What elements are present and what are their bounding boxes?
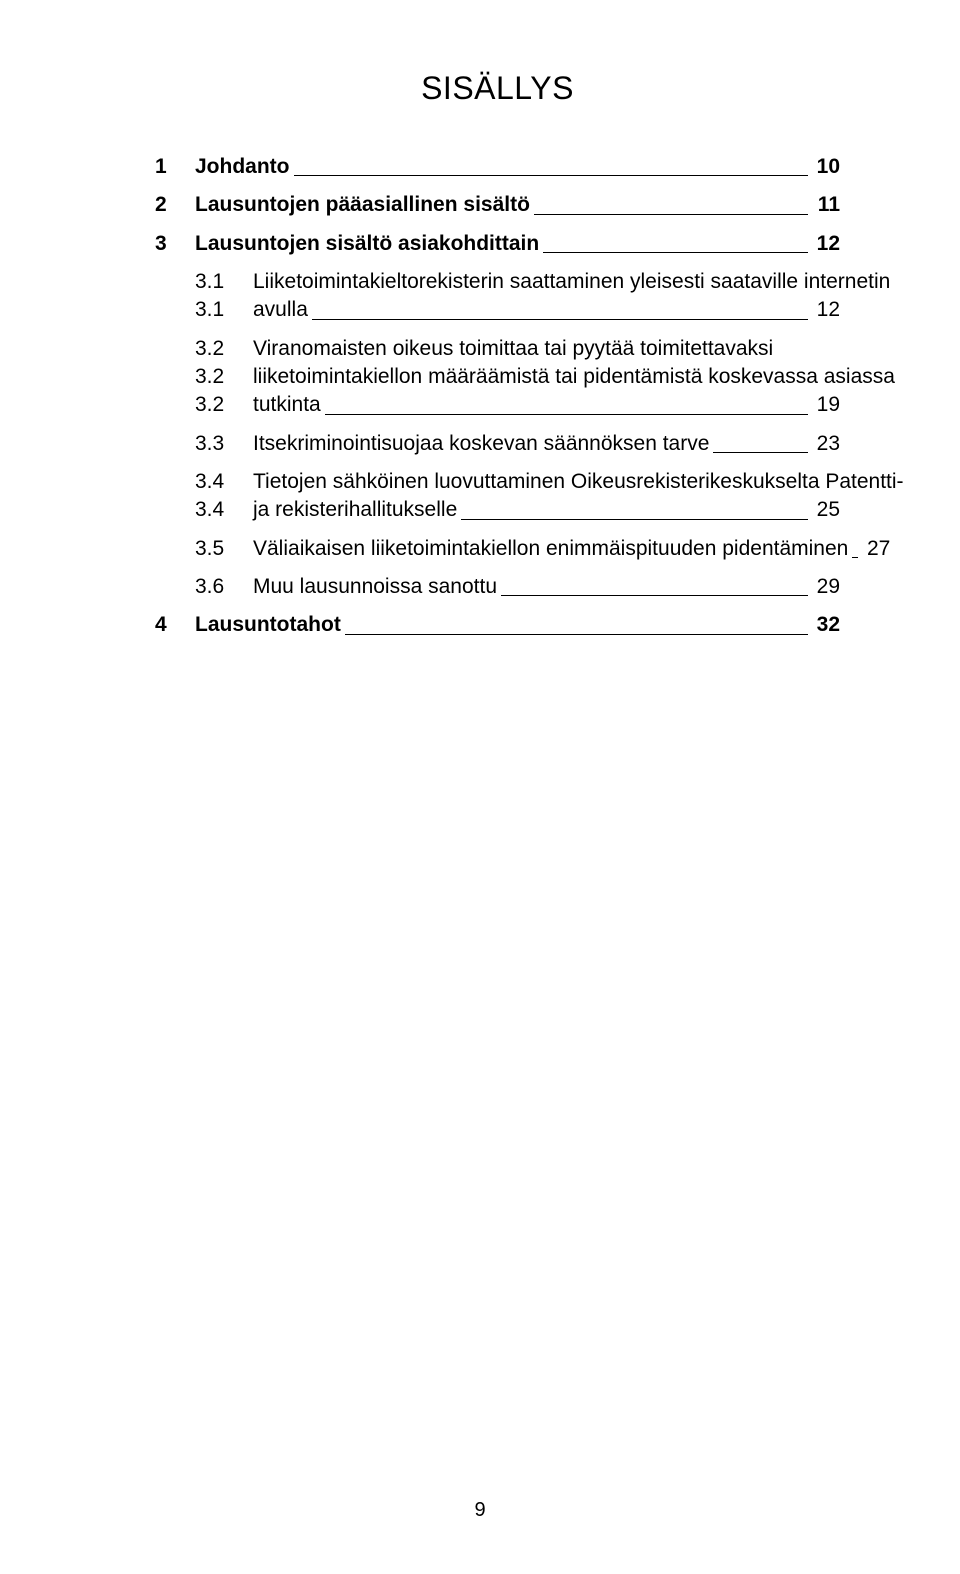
toc-entry: 3.3Itsekriminointisuojaa koskevan säännö… bbox=[155, 430, 840, 458]
toc-entry-number: 3.2 bbox=[195, 335, 253, 363]
toc-entry-text: liiketoimintakiellon määräämistä tai pid… bbox=[253, 363, 895, 391]
toc-leader bbox=[501, 595, 808, 596]
toc-entry-number: 3.1 bbox=[195, 296, 253, 324]
page-number: 9 bbox=[0, 1499, 960, 1522]
toc-entry: 1Johdanto 10 bbox=[155, 153, 840, 181]
toc-entry-number: 3.2 bbox=[195, 363, 253, 391]
toc-entry-text: Muu lausunnoissa sanottu bbox=[253, 573, 497, 601]
toc-entry-number: 3.5 bbox=[195, 535, 253, 563]
toc-entry-page: 29 bbox=[812, 573, 840, 601]
toc-entry-text: Lausuntojen pääasiallinen sisältö bbox=[195, 191, 530, 219]
toc-entry: 3.2Viranomaisten oikeus toimittaa tai py… bbox=[155, 335, 840, 420]
toc-entry-number: 3.6 bbox=[195, 573, 253, 601]
toc-entry: 3.4Tietojen sähköinen luovuttaminen Oike… bbox=[155, 468, 840, 525]
table-of-contents: 1Johdanto 10 2Lausuntojen pääasiallinen si… bbox=[155, 153, 840, 640]
toc-entry-page: 27 bbox=[862, 535, 890, 563]
toc-entry-page: 12 bbox=[812, 230, 840, 258]
toc-leader bbox=[543, 252, 808, 253]
toc-entry-page: 32 bbox=[812, 611, 840, 639]
toc-entry-number: 3.1 bbox=[195, 268, 253, 296]
toc-entry-page: 23 bbox=[812, 430, 840, 458]
toc-entry-text: Viranomaisten oikeus toimittaa tai pyytä… bbox=[253, 335, 773, 363]
toc-entry-text: tutkinta bbox=[253, 391, 321, 419]
toc-leader bbox=[294, 175, 809, 176]
toc-entry-page: 25 bbox=[812, 496, 840, 524]
toc-entry-text: Liiketoimintakieltorekisterin saattamine… bbox=[253, 268, 890, 296]
toc-entry-page: 11 bbox=[812, 191, 840, 219]
toc-leader bbox=[461, 519, 808, 520]
toc-entry: 3Lausuntojen sisältö asiakohdittain 12 bbox=[155, 230, 840, 258]
toc-leader bbox=[534, 214, 808, 215]
toc-entry-number: 3.3 bbox=[195, 430, 253, 458]
toc-leader bbox=[325, 414, 808, 415]
toc-leader bbox=[312, 319, 808, 320]
toc-entry-number: 1 bbox=[155, 153, 195, 181]
page: SISÄLLYS 1Johdanto 10 2Lausuntojen pääasia… bbox=[0, 0, 960, 1574]
toc-entry: 3.5Väliaikaisen liiketoimintakiellon eni… bbox=[155, 535, 840, 563]
toc-leader bbox=[852, 557, 858, 558]
toc-entry-text: avulla bbox=[253, 296, 308, 324]
toc-entry-number: 2 bbox=[155, 191, 195, 219]
toc-leader bbox=[713, 452, 808, 453]
toc-entry-page: 12 bbox=[812, 296, 840, 324]
toc-entry-text: Tietojen sähköinen luovuttaminen Oikeusr… bbox=[253, 468, 904, 496]
toc-entry-page: 10 bbox=[812, 153, 840, 181]
toc-entry: 4Lausuntotahot 32 bbox=[155, 611, 840, 639]
toc-entry-number: 3 bbox=[155, 230, 195, 258]
toc-entry: 3.1Liiketoimintakieltorekisterin saattam… bbox=[155, 268, 840, 325]
toc-entry-text: Itsekriminointisuojaa koskevan säännökse… bbox=[253, 430, 709, 458]
toc-entry-number: 4 bbox=[155, 611, 195, 639]
page-title: SISÄLLYS bbox=[155, 70, 840, 107]
toc-entry: 3.6Muu lausunnoissa sanottu 29 bbox=[155, 573, 840, 601]
toc-leader bbox=[345, 634, 808, 635]
toc-entry: 2Lausuntojen pääasiallinen sisältö 11 bbox=[155, 191, 840, 219]
toc-entry-page: 19 bbox=[812, 391, 840, 419]
toc-entry-number: 3.2 bbox=[195, 391, 253, 419]
toc-entry-text: ja rekisterihallitukselle bbox=[253, 496, 457, 524]
toc-entry-text: Lausuntojen sisältö asiakohdittain bbox=[195, 230, 539, 258]
toc-entry-text: Väliaikaisen liiketoimintakiellon enimmä… bbox=[253, 535, 848, 563]
toc-entry-text: Lausuntotahot bbox=[195, 611, 341, 639]
toc-entry-number: 3.4 bbox=[195, 496, 253, 524]
toc-entry-number: 3.4 bbox=[195, 468, 253, 496]
toc-entry-text: Johdanto bbox=[195, 153, 290, 181]
